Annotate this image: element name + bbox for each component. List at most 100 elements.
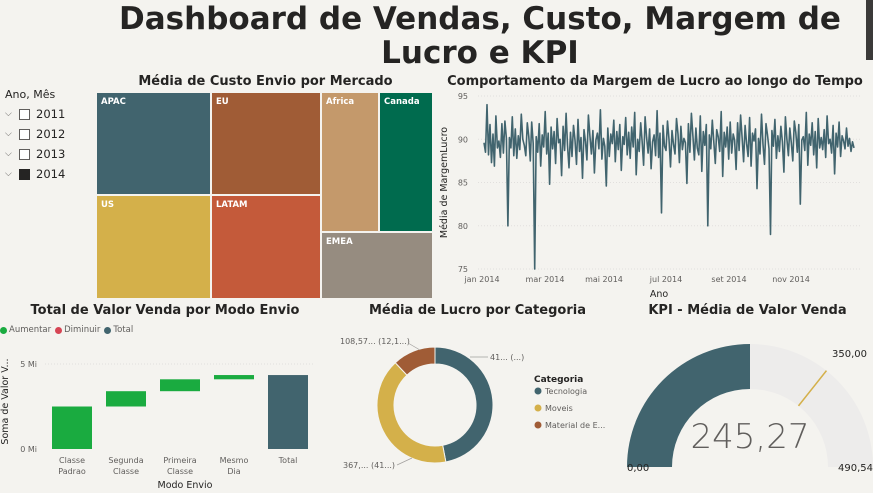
gauge-max-label: 490,54 xyxy=(838,463,873,474)
legend-label: Total xyxy=(113,325,134,335)
gauge-target-line xyxy=(797,370,828,407)
x-tick-label: jan 2014 xyxy=(463,275,499,284)
donut-chart: 41... (...) 367,... (41...) 108,57... (12,… xyxy=(340,337,605,470)
slicer-item-2012[interactable]: ⌵ 2012 xyxy=(5,124,85,144)
treemap-label: EMEA xyxy=(326,237,353,247)
treemap-title: Média de Custo Envio por Mercado xyxy=(138,74,393,89)
treemap-cell-us[interactable]: US xyxy=(96,195,211,299)
legend-title: Categoria xyxy=(534,375,583,385)
checkbox[interactable] xyxy=(19,148,30,160)
checkbox[interactable] xyxy=(19,108,30,120)
slicer-item-2013[interactable]: ⌵ 2013 xyxy=(5,144,85,164)
gauge-target-label: 350,00 xyxy=(832,349,867,360)
donut-slice-2[interactable] xyxy=(394,346,436,376)
slicer-item-label: 2014 xyxy=(36,167,66,181)
slice-label-material: 108,57... (12,1...) xyxy=(340,337,410,346)
treemap-cell-canada[interactable]: Canada xyxy=(379,92,433,232)
treemap-cell-apac[interactable]: APAC xyxy=(96,92,211,195)
treemap-chart: APAC EU Africa Canada US LATAM EMEA xyxy=(96,92,433,299)
legend-dot xyxy=(0,326,7,334)
y-tick-label: 80 xyxy=(458,222,468,231)
x-tick-label: Padrao xyxy=(58,467,86,476)
year-month-slicer: Ano, Mês ⌵ 2011 ⌵ 2012 ⌵ 2013 ⌵ 2014 xyxy=(5,88,85,184)
waterfall-legend: Aumentar Diminuir Total xyxy=(0,325,137,335)
x-tick-label: nov 2014 xyxy=(772,275,810,284)
slicer-item-2011[interactable]: ⌵ 2011 xyxy=(5,104,85,124)
gauge-fill[interactable] xyxy=(627,344,750,467)
legend-dot xyxy=(534,404,542,412)
slice-label-moveis: 367,... (41...) xyxy=(343,461,395,470)
chevron-down-icon[interactable]: ⌵ xyxy=(5,129,12,139)
series-line-margem-lucro xyxy=(483,103,855,270)
page-title: Dashboard de Vendas, Custo, Margem de Lu… xyxy=(119,1,841,71)
gauge-title: KPI - Média de Valor Venda xyxy=(648,303,847,318)
treemap-label: US xyxy=(101,200,115,210)
donut-slice-0[interactable] xyxy=(434,346,494,463)
waterfall-title: Total de Valor Venda por Modo Envio xyxy=(30,303,300,318)
x-tick-label: jul 2014 xyxy=(649,275,682,284)
slice-label-tecnologia: 41... (...) xyxy=(490,353,524,362)
x-tick-label: Mesmo xyxy=(220,456,249,465)
chevron-down-icon[interactable]: ⌵ xyxy=(5,109,12,119)
checkbox[interactable] xyxy=(19,168,30,180)
treemap-cell-latam[interactable]: LATAM xyxy=(211,195,321,299)
treemap-cell-africa[interactable]: Africa xyxy=(321,92,379,232)
x-tick-label: Segunda xyxy=(108,456,143,465)
treemap-cell-eu[interactable]: EU xyxy=(211,92,321,195)
legend-item-label: Material de E... xyxy=(545,421,605,430)
y-axis-title: Média de MargemLucro xyxy=(439,127,450,238)
slicer-item-label: 2013 xyxy=(36,147,66,161)
x-axis-title: Ano xyxy=(650,289,669,300)
waterfall-bar[interactable] xyxy=(106,391,146,407)
legend-item-total[interactable]: Total xyxy=(104,325,133,335)
legend-item-label: Tecnologia xyxy=(544,387,587,396)
checkbox[interactable] xyxy=(19,128,30,140)
x-tick-label: mai 2014 xyxy=(585,275,623,284)
x-tick-label: Classe xyxy=(167,467,193,476)
line-chart-title: Comportamento da Margem de Lucro ao long… xyxy=(447,74,863,89)
donut-title: Média de Lucro por Categoria xyxy=(369,303,586,318)
y-tick-label: 85 xyxy=(458,179,468,188)
chevron-down-icon[interactable]: ⌵ xyxy=(5,169,12,179)
slicer-item-label: 2011 xyxy=(36,107,66,121)
line-chart: 75 80 85 90 95 jan 2014 mar 2014 mai 2014 jul 20… xyxy=(439,92,860,300)
waterfall-chart: 5 Mi 0 Mi Soma de Valor V... Modo Envio Clas… xyxy=(0,358,315,491)
legend-item-diminuir[interactable]: Diminuir xyxy=(55,325,100,335)
waterfall-bar[interactable] xyxy=(214,375,254,380)
kpi-gauge: 245,27 0,00 490,54 350,00 xyxy=(627,344,873,474)
waterfall-bar[interactable] xyxy=(160,379,200,392)
legend-label: Aumentar xyxy=(9,325,52,335)
legend-item-aumentar[interactable]: Aumentar xyxy=(0,325,51,335)
slicer-item-label: 2012 xyxy=(36,127,66,141)
treemap-cell-emea[interactable]: EMEA xyxy=(321,232,433,299)
y-tick-label: 95 xyxy=(458,92,468,101)
y-tick-label: 75 xyxy=(458,265,468,274)
page-scrollbar[interactable] xyxy=(866,0,873,60)
donut-slice-1[interactable] xyxy=(376,362,447,464)
legend-dot xyxy=(55,326,63,334)
treemap-label: LATAM xyxy=(216,200,248,210)
x-axis-title: Modo Envio xyxy=(158,480,213,491)
slicer-item-2014[interactable]: ⌵ 2014 xyxy=(5,164,85,184)
x-tick-label: Primeira xyxy=(163,456,196,465)
treemap-label: Africa xyxy=(326,97,355,107)
slicer-header: Ano, Mês xyxy=(5,88,56,101)
treemap-label: EU xyxy=(216,97,229,107)
legend-dot xyxy=(534,421,542,429)
treemap-label: Canada xyxy=(384,97,420,107)
waterfall-bar[interactable] xyxy=(268,375,308,449)
x-tick-label: Classe xyxy=(113,467,139,476)
x-tick-label: Classe xyxy=(59,456,85,465)
y-tick-label: 5 Mi xyxy=(20,360,37,369)
waterfall-bar[interactable] xyxy=(52,406,92,450)
y-axis-title: Soma de Valor V... xyxy=(0,358,11,444)
legend-item-label: Moveis xyxy=(545,404,573,413)
treemap-label: APAC xyxy=(101,97,126,107)
legend-dot xyxy=(534,387,542,395)
chevron-down-icon[interactable]: ⌵ xyxy=(5,149,12,159)
gauge-min-label: 0,00 xyxy=(627,463,649,474)
leader-line xyxy=(407,342,421,351)
y-tick-label: 90 xyxy=(458,135,468,144)
legend-dot xyxy=(104,326,112,334)
gauge-value: 245,27 xyxy=(691,417,810,457)
